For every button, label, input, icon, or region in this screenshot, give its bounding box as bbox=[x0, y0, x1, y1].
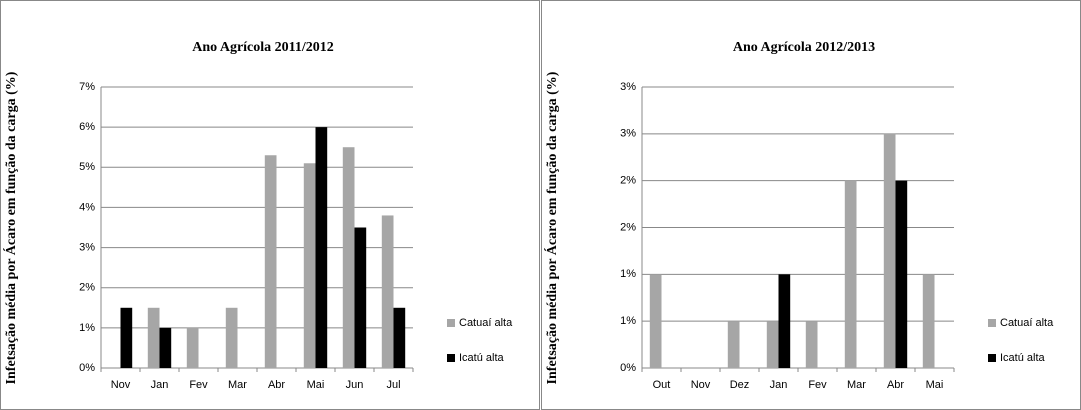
bar bbox=[393, 307, 406, 368]
legend-swatch bbox=[988, 354, 996, 362]
x-tick-label: Jun bbox=[346, 379, 364, 391]
x-tick-label: Mai bbox=[307, 379, 325, 391]
y-tick-label: 2% bbox=[79, 282, 95, 294]
x-tick-label: Jan bbox=[151, 379, 169, 391]
bar bbox=[186, 327, 199, 368]
x-tick-label: Abr bbox=[268, 379, 285, 391]
bar bbox=[766, 321, 779, 368]
legend-swatch bbox=[447, 354, 455, 362]
legend-swatch bbox=[988, 319, 996, 327]
bar bbox=[225, 307, 238, 368]
x-tick-label: Nov bbox=[691, 379, 711, 391]
bar bbox=[895, 180, 908, 368]
bar bbox=[315, 127, 328, 369]
x-tick-label: Fev bbox=[189, 379, 208, 391]
y-tick-label: 5% bbox=[79, 161, 95, 173]
legend-label: Catuaí alta bbox=[459, 317, 513, 329]
bar bbox=[264, 155, 277, 368]
y-tick-label: 2% bbox=[620, 221, 636, 233]
bar bbox=[883, 133, 896, 368]
x-tick-label: Abr bbox=[887, 379, 904, 391]
bar bbox=[649, 274, 662, 368]
bar bbox=[778, 274, 791, 368]
bar bbox=[342, 147, 355, 368]
y-tick-label: 1% bbox=[79, 322, 95, 334]
chart-title: Ano Agrícola 2011/2012 bbox=[192, 40, 334, 55]
x-tick-label: Jan bbox=[770, 379, 788, 391]
legend-label: Catuaí alta bbox=[1000, 317, 1054, 329]
x-tick-label: Mar bbox=[228, 379, 247, 391]
y-tick-label: 0% bbox=[620, 362, 636, 374]
y-tick-label: 3% bbox=[620, 81, 636, 93]
legend-label: Icatú alta bbox=[459, 352, 505, 364]
bar bbox=[844, 180, 857, 368]
y-tick-label: 4% bbox=[79, 201, 95, 213]
legend-label: Icatú alta bbox=[1000, 352, 1046, 364]
chart: Ano Agrícola 2011/2012 0% 1% 2% 3% 4% 5% 6% 7% N… bbox=[79, 40, 513, 391]
y-tick-label: 1% bbox=[620, 268, 636, 280]
x-tick-label: Mar bbox=[847, 379, 866, 391]
x-tick-label: Fev bbox=[808, 379, 827, 391]
bar bbox=[805, 321, 818, 368]
y-tick-label: 3% bbox=[620, 128, 636, 140]
bar bbox=[922, 274, 935, 368]
x-tick-label: Jul bbox=[386, 379, 400, 391]
y-tick-label: 6% bbox=[79, 121, 95, 133]
chart-panel: Infetsação média por Ácaro em função da … bbox=[0, 0, 540, 410]
bar bbox=[354, 227, 367, 368]
x-tick-label: Mai bbox=[926, 379, 944, 391]
bar bbox=[120, 307, 133, 368]
y-tick-label: 3% bbox=[79, 241, 95, 253]
legend-swatch bbox=[447, 319, 455, 327]
x-tick-label: Dez bbox=[730, 379, 750, 391]
x-tick-label: Nov bbox=[111, 379, 131, 391]
bar bbox=[147, 307, 160, 368]
y-tick-label: 2% bbox=[620, 175, 636, 187]
bar bbox=[381, 215, 394, 368]
y-tick-label: 7% bbox=[79, 81, 95, 93]
x-tick-label: Out bbox=[653, 379, 671, 391]
chart-title: Ano Agrícola 2012/2013 bbox=[733, 40, 875, 55]
y-tick-label: 0% bbox=[79, 362, 95, 374]
bar bbox=[303, 163, 316, 368]
chart: Ano Agrícola 2012/2013 0% 1% 1% 2% 2% 3% 3% Out… bbox=[620, 40, 1054, 391]
chart-panel: Infetsação média por Ácaro em função da … bbox=[541, 0, 1081, 410]
y-tick-label: 1% bbox=[620, 315, 636, 327]
bar bbox=[727, 321, 740, 368]
bar bbox=[159, 327, 172, 368]
